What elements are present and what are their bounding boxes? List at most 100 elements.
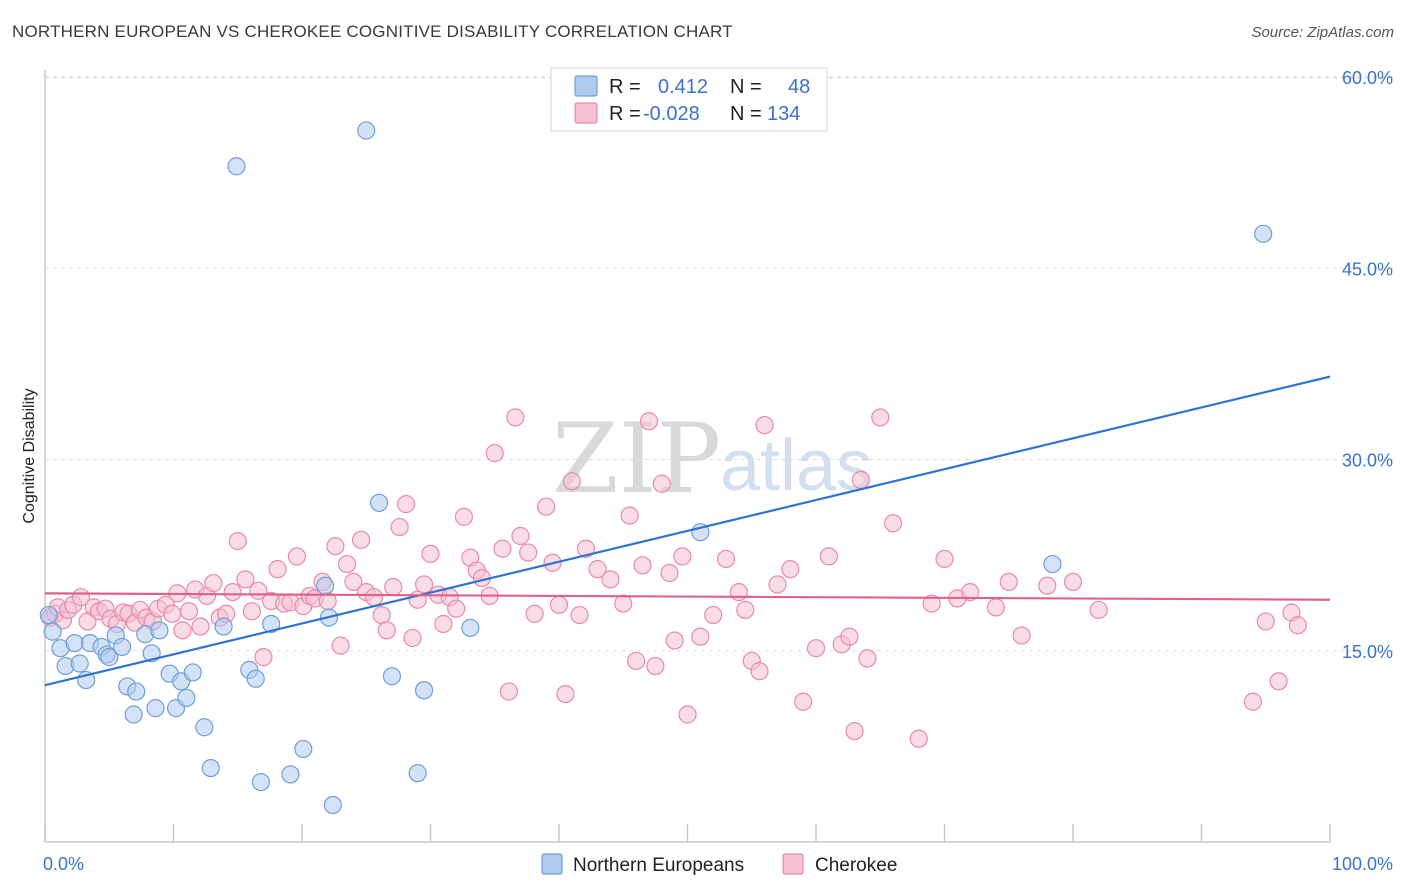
- cherokee-point-106: [755, 415, 774, 435]
- series-legend: Northern Europeans Cherokee: [541, 853, 897, 876]
- cherokee-point-33: [236, 570, 255, 589]
- cherokee-point-55: [377, 621, 396, 640]
- legend-swatch-northern-europeans: [574, 75, 598, 97]
- legend-r-value-1: 0.412: [658, 76, 708, 98]
- series-legend-label-northern-europeans: Northern Europeans: [573, 855, 744, 876]
- northern-europeans-point-32: [262, 614, 281, 634]
- cherokee-point-125: [999, 572, 1018, 592]
- watermark-atlas: atlas: [720, 426, 872, 506]
- northern-europeans-point-40: [382, 667, 402, 686]
- cherokee-point-86: [588, 560, 607, 579]
- cherokee-point-98: [678, 705, 697, 724]
- series-legend-label-cherokee: Cherokee: [815, 855, 897, 876]
- cherokee-point-85: [576, 539, 596, 558]
- cherokee-point-21: [163, 604, 182, 623]
- northern-europeans-point-25: [195, 718, 214, 737]
- cherokee-point-114: [845, 721, 864, 741]
- northern-europeans-point-37: [323, 795, 342, 815]
- axes: [44, 70, 1331, 843]
- cherokee-point-107: [768, 575, 787, 594]
- cherokee-point-113: [840, 627, 859, 646]
- cherokee-point-119: [909, 729, 928, 748]
- legend-swatch-cherokee: [574, 102, 598, 124]
- cherokee-point-134: [1288, 616, 1307, 635]
- cherokee-point-96: [665, 631, 684, 650]
- cherokee-point-48: [331, 636, 350, 655]
- cherokee-point-49: [337, 554, 357, 574]
- northern-europeans-point-46: [1254, 224, 1273, 243]
- cherokee-point-123: [961, 582, 980, 602]
- cherokee-point-120: [922, 594, 941, 613]
- cherokee-point-102: [729, 582, 749, 602]
- cherokee-point-56: [384, 577, 403, 597]
- northern-europeans-point-24: [183, 663, 202, 682]
- cherokee-point-66: [447, 599, 466, 618]
- cherokee-point-101: [716, 549, 736, 569]
- northern-europeans-point-43: [461, 618, 480, 637]
- northern-europeans-point-26: [201, 758, 220, 778]
- cherokee-point-41: [287, 547, 306, 566]
- cherokee-point-58: [396, 495, 416, 514]
- cherokee-point-72: [485, 444, 504, 463]
- y-tick-labels: 15.0% 30.0% 45.0% 60.0%: [1342, 68, 1393, 662]
- cherokee-point-32: [228, 531, 247, 551]
- cherokee-point-59: [403, 628, 422, 648]
- northern-europeans-point-30: [246, 669, 265, 688]
- correlation-legend: R = 0.412 N = 48 R = -0.028 N = 134: [550, 67, 828, 132]
- cherokee-point-79: [537, 497, 556, 516]
- legend-r-value-2: -0.028: [643, 103, 700, 125]
- cherokee-point-47: [326, 537, 345, 556]
- northern-europeans-point-33: [281, 765, 300, 784]
- cherokee-point-129: [1089, 600, 1108, 620]
- cherokee-point-76: [511, 526, 530, 546]
- x-tick-label-0: 0.0%: [43, 854, 84, 874]
- northern-europeans-point-39: [370, 493, 389, 512]
- cherokee-point-128: [1063, 572, 1083, 592]
- cherokee-point-24: [179, 602, 199, 621]
- y-tick-label-3: 60.0%: [1342, 68, 1393, 88]
- cherokee-point-103: [736, 600, 755, 620]
- legend-r-label-2: R =: [609, 103, 641, 125]
- watermark-zip: ZIP: [552, 403, 721, 515]
- cherokee-point-130: [1243, 692, 1263, 711]
- cherokee-point-91: [633, 556, 652, 575]
- cherokee-point-108: [781, 560, 800, 579]
- cherokee-point-74: [499, 682, 518, 701]
- cherokee-point-75: [506, 408, 525, 427]
- cherokee-point-77: [519, 543, 538, 562]
- series-legend-swatch-northern-europeans: [541, 853, 563, 875]
- northern-europeans-point-42: [414, 681, 434, 700]
- northern-europeans-point-41: [408, 764, 427, 783]
- y-tick-label-1: 30.0%: [1342, 451, 1393, 471]
- cherokee-point-89: [620, 506, 639, 525]
- series-legend-swatch-cherokee: [782, 853, 804, 875]
- cherokee-point-126: [1012, 626, 1031, 645]
- cherokee-point-131: [1256, 612, 1275, 631]
- northern-europeans-point-1: [43, 622, 62, 641]
- cherokee-point-26: [191, 617, 210, 636]
- cherokee-point-67: [454, 507, 474, 526]
- northern-europeans-point-19: [150, 621, 169, 640]
- cherokee-point-73: [493, 539, 512, 558]
- legend-n-value-2: 134: [767, 103, 800, 125]
- northern-europeans-point-45: [1043, 554, 1062, 574]
- cherokee-point-38: [268, 560, 287, 579]
- northern-europeans-point-28: [227, 157, 246, 176]
- cherokee-point-90: [626, 651, 646, 671]
- cherokee-point-87: [601, 570, 620, 589]
- cherokee-point-124: [986, 598, 1006, 617]
- cherokee-point-78: [525, 604, 544, 623]
- cherokee-trend-line: [44, 592, 1331, 601]
- cherokee-point-31: [223, 582, 242, 602]
- y-tick-label-2: 45.0%: [1342, 259, 1393, 279]
- legend-n-value-1: 48: [788, 76, 810, 98]
- cherokee-point-57: [390, 517, 409, 537]
- northern-europeans-point-18: [146, 699, 165, 718]
- northern-europeans-point-27: [214, 617, 233, 636]
- cherokee-point-83: [562, 472, 581, 491]
- northern-europeans-point-4: [65, 633, 84, 653]
- y-axis-label: Cognitive Disability: [21, 388, 38, 523]
- northern-europeans-point-35: [316, 576, 335, 595]
- cherokee-point-82: [556, 684, 575, 704]
